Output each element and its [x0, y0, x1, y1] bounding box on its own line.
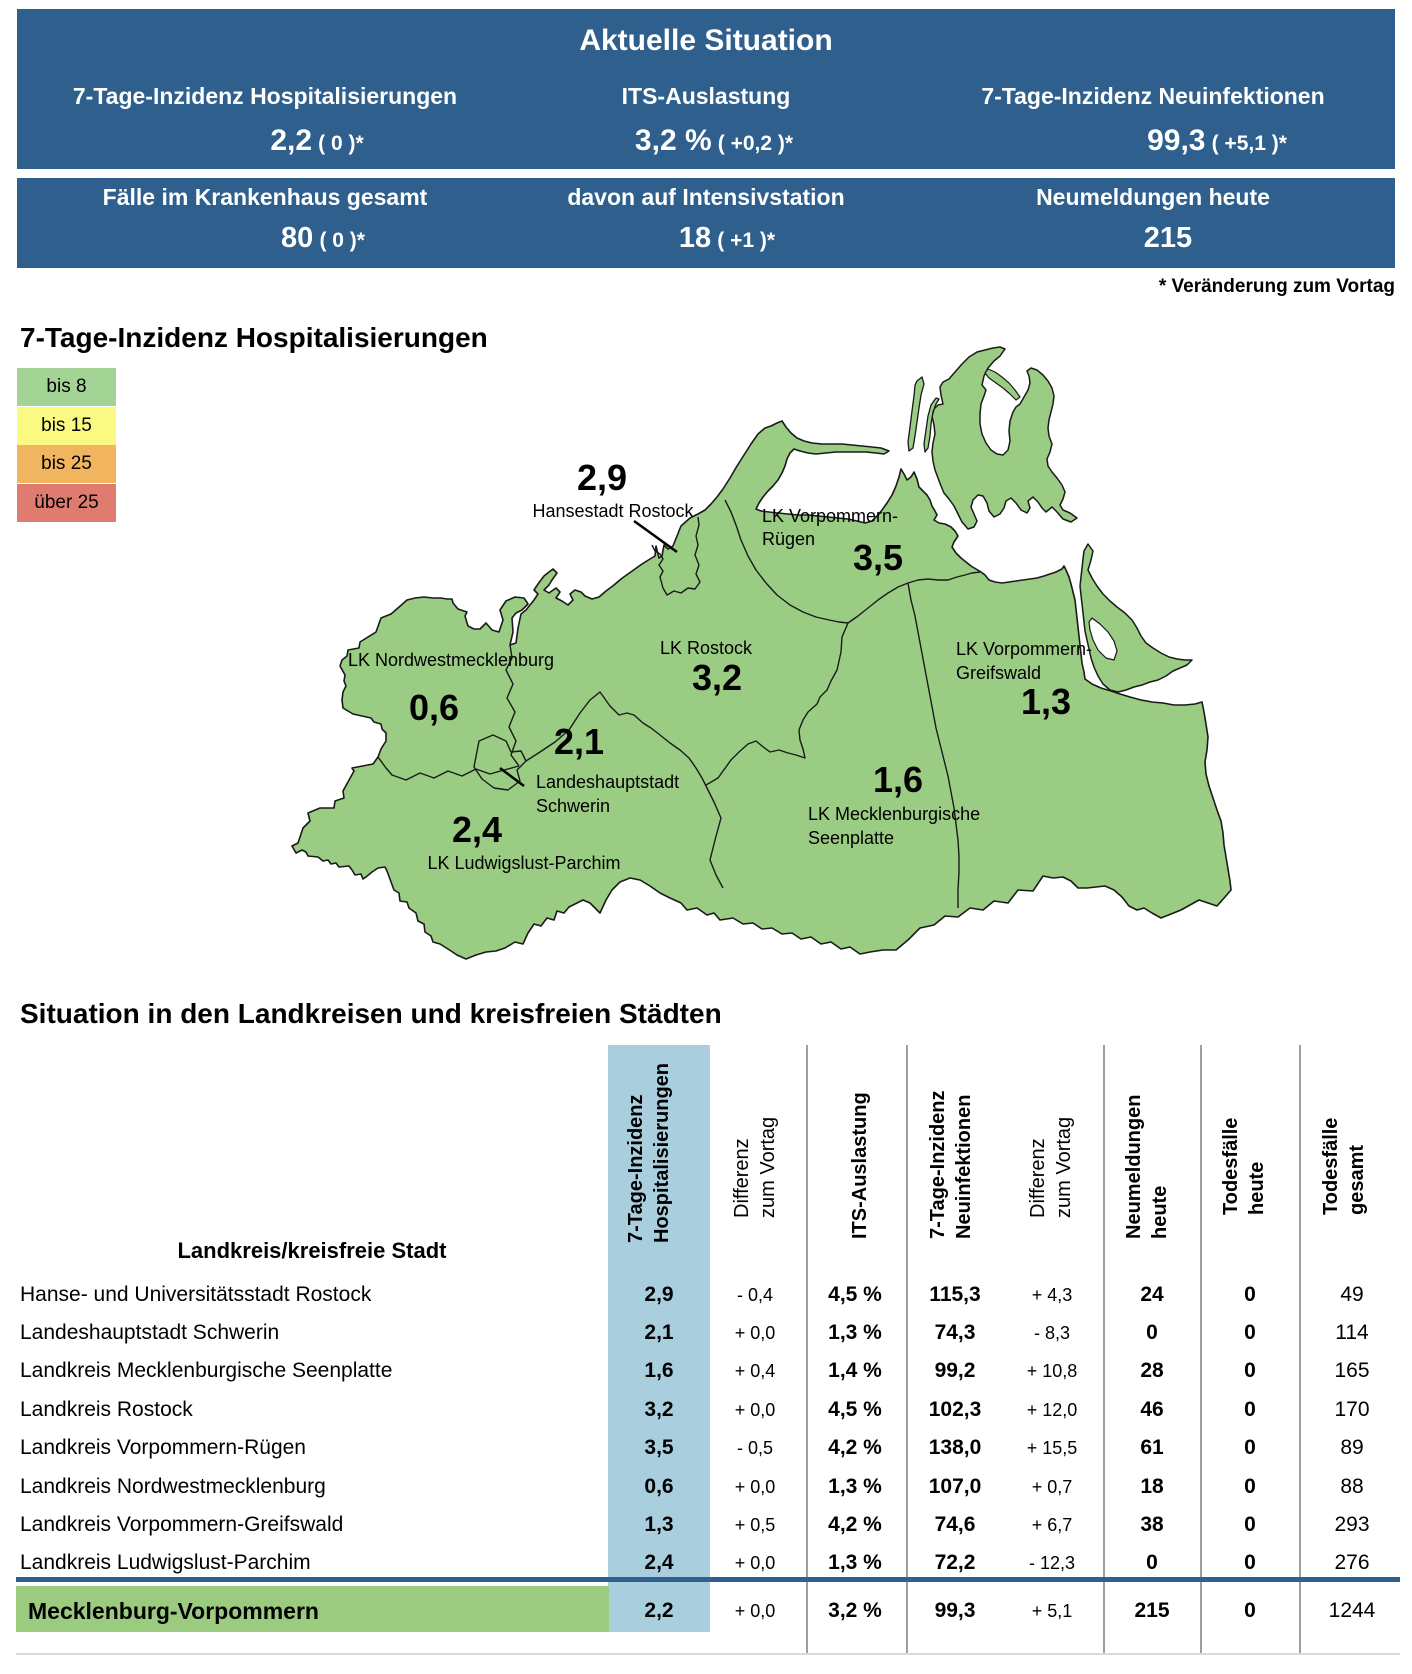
svg-text:zum Vortag: zum Vortag: [1053, 1117, 1075, 1218]
svg-text:0,6: 0,6: [409, 687, 459, 728]
svg-text:Todesfälle: Todesfälle: [1220, 1118, 1242, 1215]
svg-text:Neuinfektionen: Neuinfektionen: [953, 1095, 975, 1239]
svg-text:Differenz: Differenz: [731, 1138, 753, 1218]
svg-text:3,2: 3,2: [692, 657, 742, 698]
svg-text:2,4: 2,4: [452, 809, 502, 850]
svg-text:Hospitalisierungen: Hospitalisierungen: [651, 1063, 673, 1243]
svg-text:gesamt: gesamt: [1346, 1145, 1368, 1215]
svg-text:Todesfälle: Todesfälle: [1320, 1118, 1342, 1215]
svg-text:LK Vorpommern-: LK Vorpommern-: [956, 639, 1092, 659]
svg-text:LK Mecklenburgische: LK Mecklenburgische: [808, 804, 980, 824]
svg-text:Differenz: Differenz: [1027, 1138, 1049, 1218]
svg-text:heute: heute: [1246, 1162, 1268, 1215]
svg-text:7-Tage-Inzidenz: 7-Tage-Inzidenz: [625, 1094, 647, 1243]
svg-text:LK Nordwestmecklenburg: LK Nordwestmecklenburg: [348, 650, 554, 670]
svg-text:Seenplatte: Seenplatte: [808, 828, 894, 848]
svg-text:2,1: 2,1: [554, 721, 604, 762]
svg-text:Hansestadt Rostock: Hansestadt Rostock: [532, 501, 694, 521]
svg-text:Schwerin: Schwerin: [536, 796, 610, 816]
svg-text:1,6: 1,6: [873, 759, 923, 800]
svg-text:Landeshauptstadt: Landeshauptstadt: [536, 772, 679, 792]
svg-text:LK Rostock: LK Rostock: [660, 638, 753, 658]
svg-text:2,9: 2,9: [577, 457, 627, 498]
svg-text:zum Vortag: zum Vortag: [757, 1117, 779, 1218]
svg-text:LK Vorpommern-: LK Vorpommern-: [762, 506, 898, 526]
svg-text:3,5: 3,5: [853, 537, 903, 578]
svg-text:ITS-Auslastung: ITS-Auslastung: [849, 1092, 871, 1239]
svg-text:Neumeldungen: Neumeldungen: [1123, 1095, 1145, 1239]
svg-text:LK Ludwigslust-Parchim: LK Ludwigslust-Parchim: [427, 853, 620, 873]
svg-text:1,3: 1,3: [1021, 681, 1071, 722]
svg-text:7-Tage-Inzidenz: 7-Tage-Inzidenz: [927, 1090, 949, 1239]
svg-text:Rügen: Rügen: [762, 529, 815, 549]
svg-text:heute: heute: [1149, 1186, 1171, 1239]
svg-text:Greifswald: Greifswald: [956, 663, 1041, 683]
